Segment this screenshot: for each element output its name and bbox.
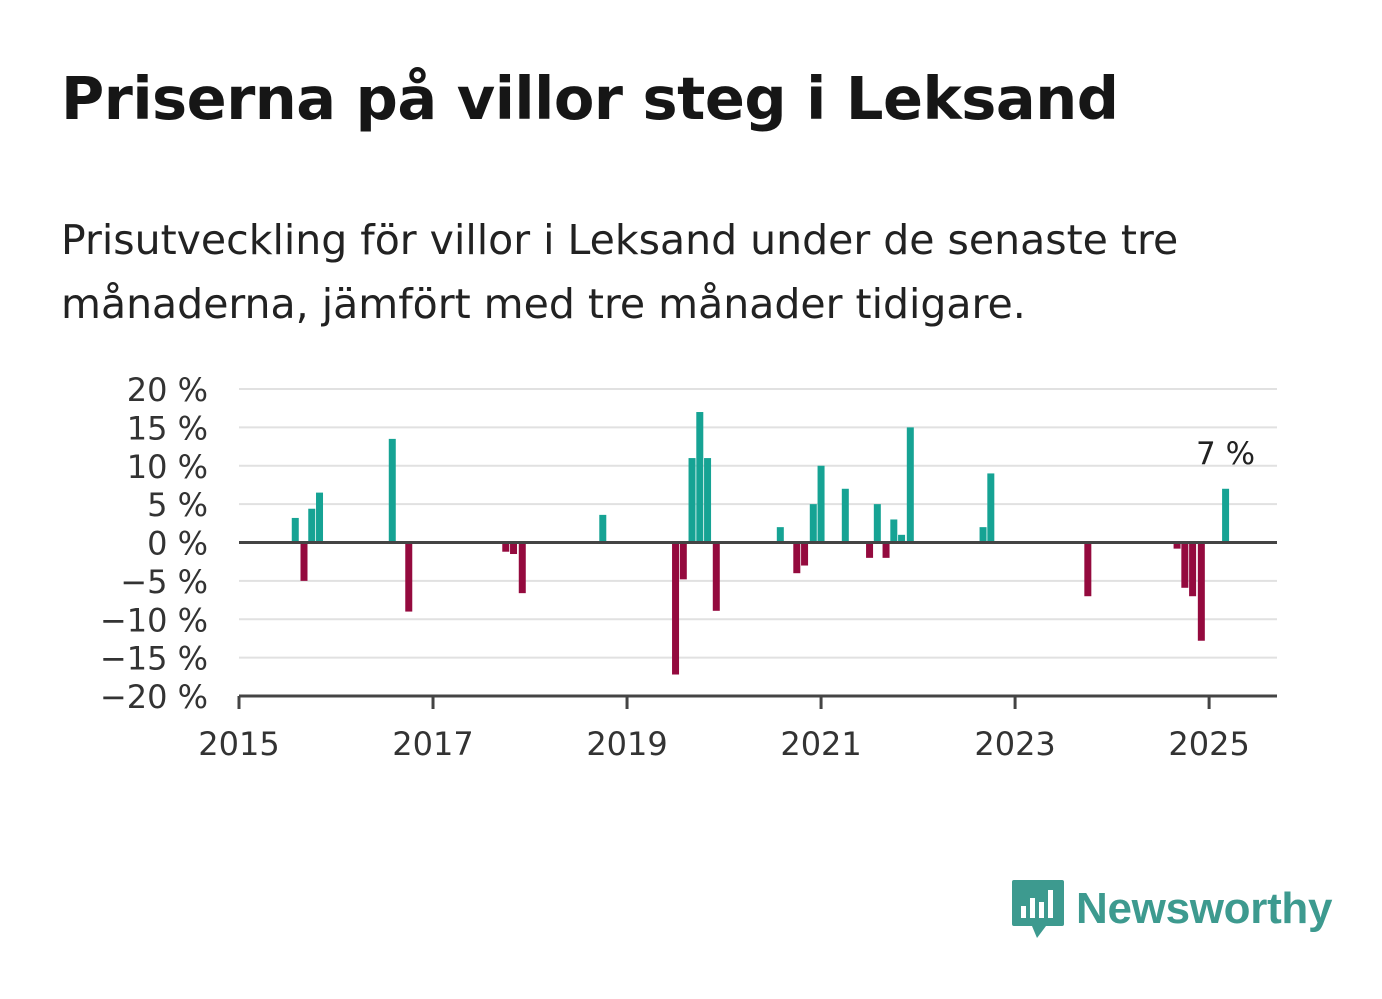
bar [1197,542,1205,641]
bar [712,542,720,611]
bar [817,465,825,543]
y-tick-label: 10 % [127,448,208,486]
axes [237,541,1277,709]
bar [1181,542,1189,588]
bar [502,542,510,552]
bar [696,412,704,543]
newsworthy-logo: Newsworthy [1010,878,1332,940]
brand-name: Newsworthy [1076,884,1333,933]
bar [882,542,890,558]
bar [672,542,680,675]
data-label-last: 7 % [1196,436,1255,472]
y-tick-label: −10 % [100,601,208,639]
tick-labels: 20 %15 %10 %5 %0 %−5 %−10 %−15 %−20 % 201… [100,371,1255,763]
bar-chart: 20 %15 %10 %5 %0 %−5 %−10 %−15 %−20 % 201… [100,371,1277,763]
bar [873,504,881,543]
bar [898,534,906,543]
bar [1222,488,1230,543]
bar [809,504,817,543]
y-tick-label: 5 % [147,486,208,524]
y-tick-label: 0 % [147,525,208,563]
bar [1189,542,1197,597]
bar [388,438,396,543]
x-tick-label: 2023 [974,725,1055,763]
x-tick-label: 2019 [586,725,667,763]
bar [405,542,413,612]
bar [1173,542,1181,549]
bar [906,427,914,543]
y-tick-label: −5 % [120,563,208,601]
x-tick-label: 2025 [1168,725,1249,763]
y-tick-label: 15 % [127,409,208,447]
bar-chart-speech-bubble-icon [1012,880,1064,938]
bar [308,508,316,543]
bar [704,458,712,543]
bar [518,542,526,594]
bar [890,519,898,543]
bar [979,527,987,543]
chart-title: Priserna på villor steg i Leksand [61,64,1119,133]
bar [776,527,784,543]
bar [510,542,518,555]
x-tick-label: 2021 [780,725,861,763]
bars [291,412,1230,675]
chart-subtitle: Prisutveckling för villor i Leksand unde… [61,216,1179,328]
bar [599,514,607,543]
x-tick-label: 2017 [392,725,473,763]
y-tick-label: −20 % [100,678,208,716]
bar [688,458,696,543]
bar [316,492,324,543]
bar [866,542,874,558]
bar [793,542,801,574]
y-tick-label: −15 % [100,640,208,678]
y-tick-label: 20 % [127,371,208,409]
x-tick-label: 2015 [198,725,279,763]
bar [679,542,687,580]
bar [841,488,849,543]
bar [300,542,308,581]
bar [291,517,299,543]
bar [801,542,809,566]
bar [987,473,995,543]
bar [1084,542,1092,597]
